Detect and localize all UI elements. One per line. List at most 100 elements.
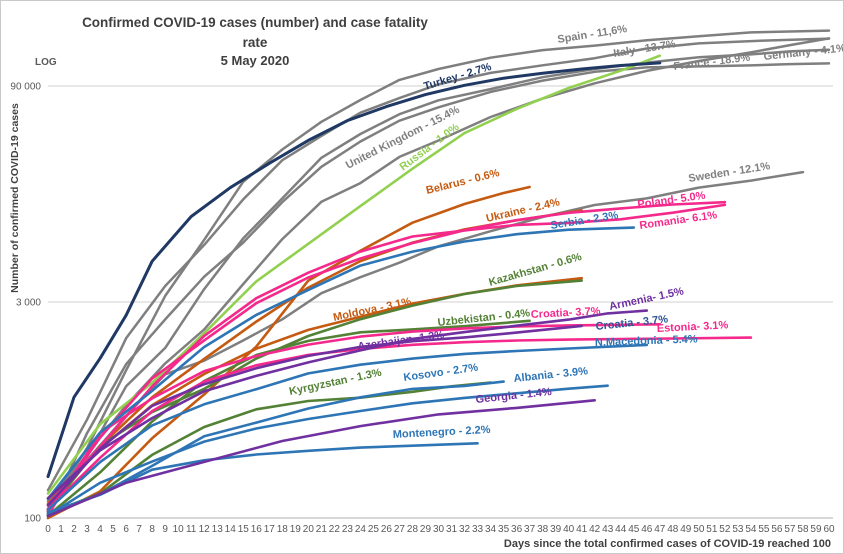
x-tick-label: 58	[797, 524, 809, 535]
x-tick-label: 15	[238, 524, 250, 535]
log-scale-note: LOG	[35, 57, 57, 68]
x-tick-label: 29	[420, 524, 432, 535]
x-tick-label: 44	[615, 524, 627, 535]
x-tick-label: 31	[446, 524, 458, 535]
series-line-belarus	[46, 185, 531, 520]
x-tick-label: 56	[771, 524, 783, 535]
y-tick-label: 3 000	[16, 298, 41, 309]
x-tick-label: 57	[784, 524, 796, 535]
x-tick-label: 3	[84, 524, 90, 535]
x-tick-label: 52	[719, 524, 731, 535]
x-tick-label: 38	[537, 524, 549, 535]
series-line-azerbaijan	[46, 324, 584, 507]
x-tick-label: 7	[136, 524, 142, 535]
series-line-romania	[46, 203, 727, 507]
x-tick-label: 28	[407, 524, 419, 535]
x-tick-label: 53	[732, 524, 744, 535]
series-line-kazakhstan	[46, 279, 584, 513]
x-tick-label: 41	[576, 524, 588, 535]
x-tick-label: 60	[823, 524, 835, 535]
chart-title: Confirmed COVID-19 cases (number) and ca…	[82, 15, 428, 50]
chart-subtitle: 5 May 2020	[220, 53, 290, 69]
x-tick-label: 33	[472, 524, 484, 535]
x-tick-label: 25	[368, 524, 380, 535]
x-tick-label: 23	[342, 524, 354, 535]
series-label-montenegro: Montenegro - 2.2%	[393, 424, 491, 441]
series-line-italy	[46, 37, 831, 492]
series-line-croatia	[46, 322, 662, 517]
series-line-spain	[46, 29, 831, 511]
x-tick-label: 14	[225, 524, 237, 535]
x-tick-label: 0	[45, 524, 51, 535]
x-tick-label: 6	[123, 524, 129, 535]
series-label-sweden: Sweden - 12.1%	[688, 160, 772, 185]
series-line-n-macedonia	[46, 343, 649, 512]
x-tick-label: 21	[316, 524, 328, 535]
x-tick-label: 48	[667, 524, 679, 535]
x-tick-label: 30	[433, 524, 445, 535]
x-tick-label: 19	[290, 524, 302, 535]
x-tick-label: 46	[641, 524, 653, 535]
x-tick-label: 39	[550, 524, 562, 535]
x-tick-label: 26	[381, 524, 393, 535]
series-label-moldova: Moldova - 3.1%	[332, 296, 412, 324]
series-label-croatia: Croatia- 3.7%	[531, 305, 601, 321]
series-label-n-macedonia: N.Macedonia - 5.4%	[595, 333, 698, 349]
x-tick-label: 12	[199, 524, 211, 535]
series-label-kyrgyzstan: Kyrgyzstan - 1.3%	[288, 367, 383, 398]
series-label-germany: Germany - 4.1%	[763, 42, 844, 63]
series-line-estonia	[46, 336, 753, 511]
series-line-kosovo	[46, 380, 505, 516]
x-tick-label: 10	[173, 524, 185, 535]
y-tick-label: 100	[24, 514, 41, 525]
x-tick-label: 9	[162, 524, 168, 535]
x-tick-label: 11	[186, 524, 197, 535]
x-tick-label: 51	[706, 524, 718, 535]
x-tick-label: 24	[355, 524, 367, 535]
x-axis-title: Days since the total confirmed cases of …	[504, 538, 831, 550]
series-label-albania: Albania - 3.9%	[513, 365, 589, 385]
x-tick-label: 50	[693, 524, 705, 535]
x-tick-label: 32	[459, 524, 471, 535]
series-label-belarus: Belarus - 0.6%	[425, 167, 501, 197]
x-tick-label: 22	[329, 524, 341, 535]
chart-title-block: Confirmed COVID-19 cases (number) and ca…	[71, 13, 439, 71]
x-tick-label: 13	[212, 524, 224, 535]
x-tick-label: 2	[71, 524, 77, 535]
x-tick-label: 47	[654, 524, 666, 535]
x-tick-label: 5	[110, 524, 116, 535]
series-line-albania	[46, 384, 610, 517]
x-tick-label: 20	[303, 524, 315, 535]
x-tick-label: 27	[394, 524, 406, 535]
x-tick-label: 54	[745, 524, 757, 535]
series-label-france: France - 18.9%	[673, 52, 751, 73]
series-line-uzbekistan	[46, 319, 531, 517]
series-line-georgia	[46, 398, 597, 518]
x-tick-label: 42	[589, 524, 601, 535]
y-axis-title: Number of confirmed COVID-19 cases	[9, 103, 21, 293]
series-label-armenia: Armenia- 1.5%	[608, 285, 685, 313]
x-tick-label: 35	[498, 524, 510, 535]
series-line-poland	[46, 200, 727, 513]
series-label-estonia: Estonia- 3.1%	[657, 319, 729, 335]
series-line-france	[46, 62, 831, 520]
series-line-russia	[46, 54, 662, 495]
x-tick-label: 59	[810, 524, 822, 535]
x-tick-label: 4	[97, 524, 103, 535]
series-line-germany	[46, 48, 831, 503]
series-line-serbia	[46, 226, 636, 501]
x-tick-label: 45	[628, 524, 640, 535]
x-tick-label: 16	[251, 524, 263, 535]
series-label-kosovo: Kosovo - 2.7%	[403, 362, 479, 384]
x-tick-label: 18	[277, 524, 289, 535]
x-tick-label: 17	[264, 524, 276, 535]
x-tick-label: 55	[758, 524, 770, 535]
x-tick-label: 49	[680, 524, 692, 535]
x-tick-label: 37	[524, 524, 536, 535]
y-tick-label: 90 000	[10, 82, 41, 93]
series-line-armenia	[46, 309, 649, 500]
x-tick-label: 36	[511, 524, 523, 535]
series-line-turkey	[46, 61, 662, 479]
